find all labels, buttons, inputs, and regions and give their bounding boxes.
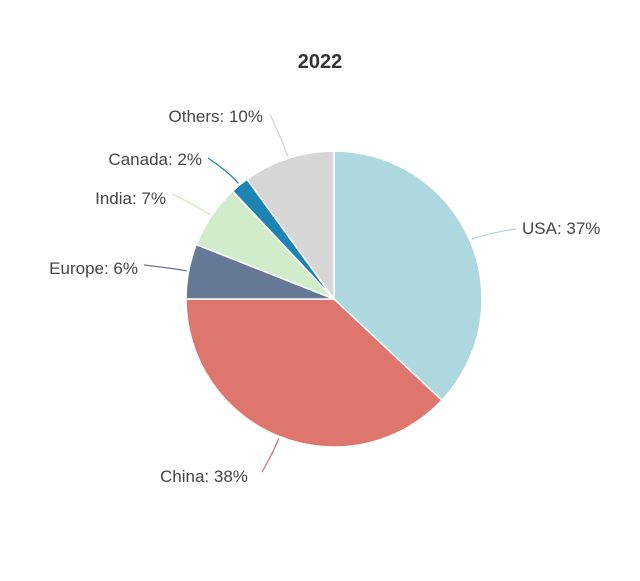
leader-line-canada [207, 157, 239, 184]
leader-line-china [261, 438, 280, 473]
pie-slices [185, 150, 483, 448]
slice-label-india: India: 7% [95, 189, 166, 208]
pie-slice-others [245, 150, 335, 302]
leader-line-usa [471, 228, 517, 240]
leader-lines [143, 113, 517, 473]
slice-labels: USA: 37% China: 38% Europe: 6% India: 7% Can… [49, 107, 600, 486]
leader-line-india [171, 193, 211, 216]
pie-slice-usa [333, 150, 483, 402]
leader-line-others [269, 113, 289, 157]
chart-title: 2022 [298, 51, 343, 73]
slice-label-usa: USA: 37% [522, 219, 600, 238]
slice-label-china: China: 38% [160, 467, 248, 486]
slice-label-others: Others: 10% [169, 107, 264, 126]
leader-line-europe [143, 264, 187, 272]
slice-label-europe: Europe: 6% [49, 259, 138, 278]
slice-label-canada: Canada: 2% [108, 150, 202, 169]
pie-slice-china [185, 298, 443, 448]
